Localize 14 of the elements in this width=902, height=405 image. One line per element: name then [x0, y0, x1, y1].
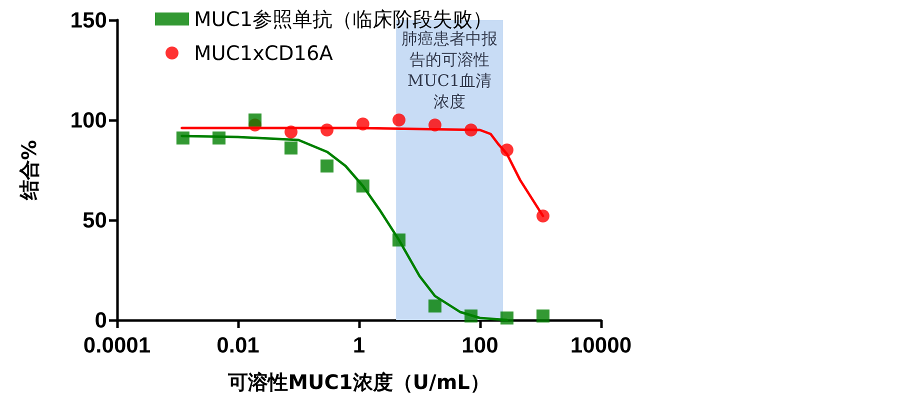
x-tick-label: 10000 [570, 332, 632, 358]
y-tick-label: 150 [70, 8, 107, 32]
band-label: 肺癌患者中报告的可溶性MUC1血清浓度 [402, 29, 498, 111]
legend-label: MUC1参照单抗（临床阶段失败） [194, 7, 493, 31]
y-tick-label: 50 [82, 208, 107, 232]
x-tick-label: 0.0001 [83, 332, 151, 358]
legend-label: MUC1xCD16A [194, 41, 334, 65]
x-axis-title: 可溶性MUC1浓度（U/mL） [227, 370, 490, 394]
x-tick-label: 100 [462, 332, 498, 358]
x-tick-label: 1 [352, 332, 366, 358]
y-axis-title: 结合% [17, 140, 41, 202]
y-tick-label: 0 [94, 308, 107, 332]
y-tick-label: 100 [70, 108, 107, 132]
x-tick-label: 0.01 [216, 332, 260, 358]
